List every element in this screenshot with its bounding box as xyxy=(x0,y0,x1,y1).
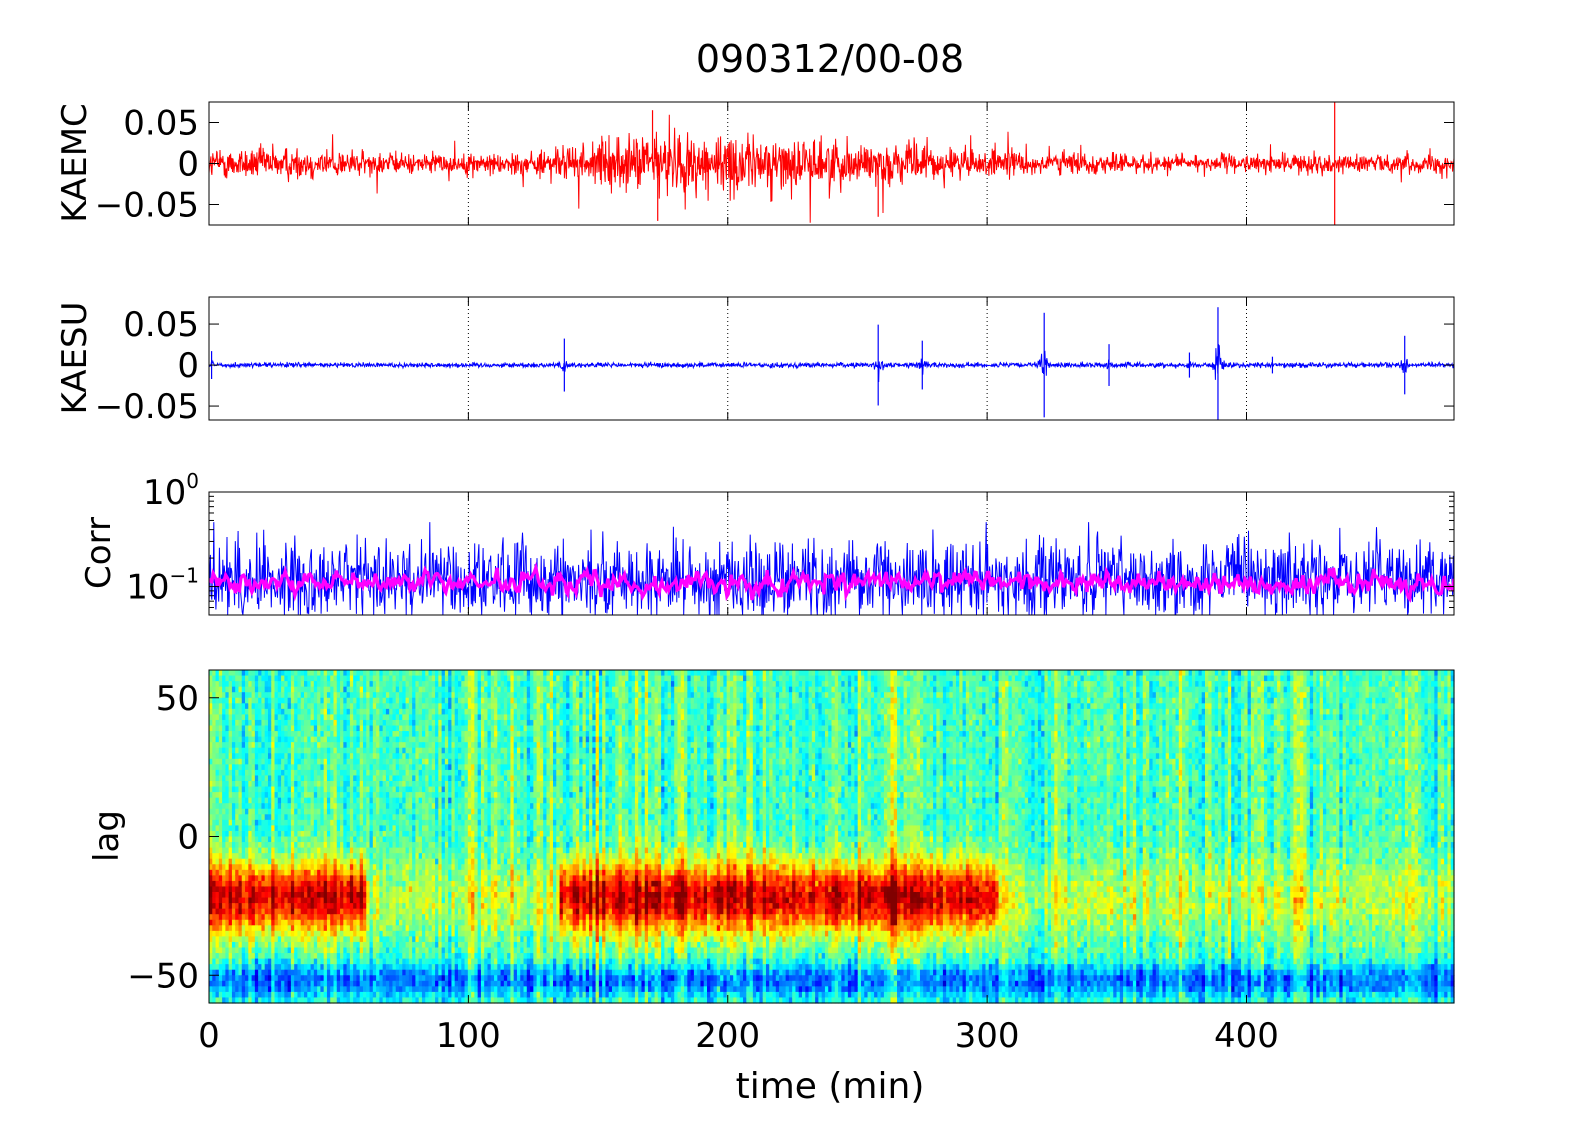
corr-raw-trace xyxy=(209,522,1454,615)
corr-panel: 10−1 100 Corr xyxy=(79,469,1454,615)
y-tick-label: 0.05 xyxy=(123,104,199,144)
corr-ylabel: Corr xyxy=(79,517,119,589)
kaemc-panel: 0.050−0.05 KAEMC xyxy=(55,102,1454,226)
kaemc-ylabel: KAEMC xyxy=(55,103,95,223)
corr-trace-group xyxy=(209,522,1454,615)
y-tick-label: 0 xyxy=(177,346,199,386)
y-tick-label: −0.05 xyxy=(95,186,199,226)
y-tick-label: 0 xyxy=(177,145,199,185)
lag-heatmap xyxy=(209,670,1455,1004)
kaesu-panel: 0.050−0.05 KAESU xyxy=(55,297,1454,427)
kaesu-grid xyxy=(468,297,1246,420)
y-tick-label: 100 xyxy=(143,469,199,513)
kaesu-trace xyxy=(209,345,1454,382)
y-tick-label: −0.05 xyxy=(95,387,199,427)
figure: 090312/00-08 0.050−0.05 KAEMC 0.050−0.05… xyxy=(0,0,1596,1123)
y-tick-label: 0.05 xyxy=(123,305,199,345)
kaesu-trace-group xyxy=(209,307,1454,423)
kaemc-trace-group xyxy=(209,102,1454,225)
kaesu-axes-frame xyxy=(209,297,1454,420)
kaesu-ylabel: KAESU xyxy=(55,302,95,415)
figure-title: 090312/00-08 xyxy=(696,37,964,81)
y-tick-label: 10−1 xyxy=(126,564,199,608)
kaemc-trace xyxy=(209,115,1454,223)
